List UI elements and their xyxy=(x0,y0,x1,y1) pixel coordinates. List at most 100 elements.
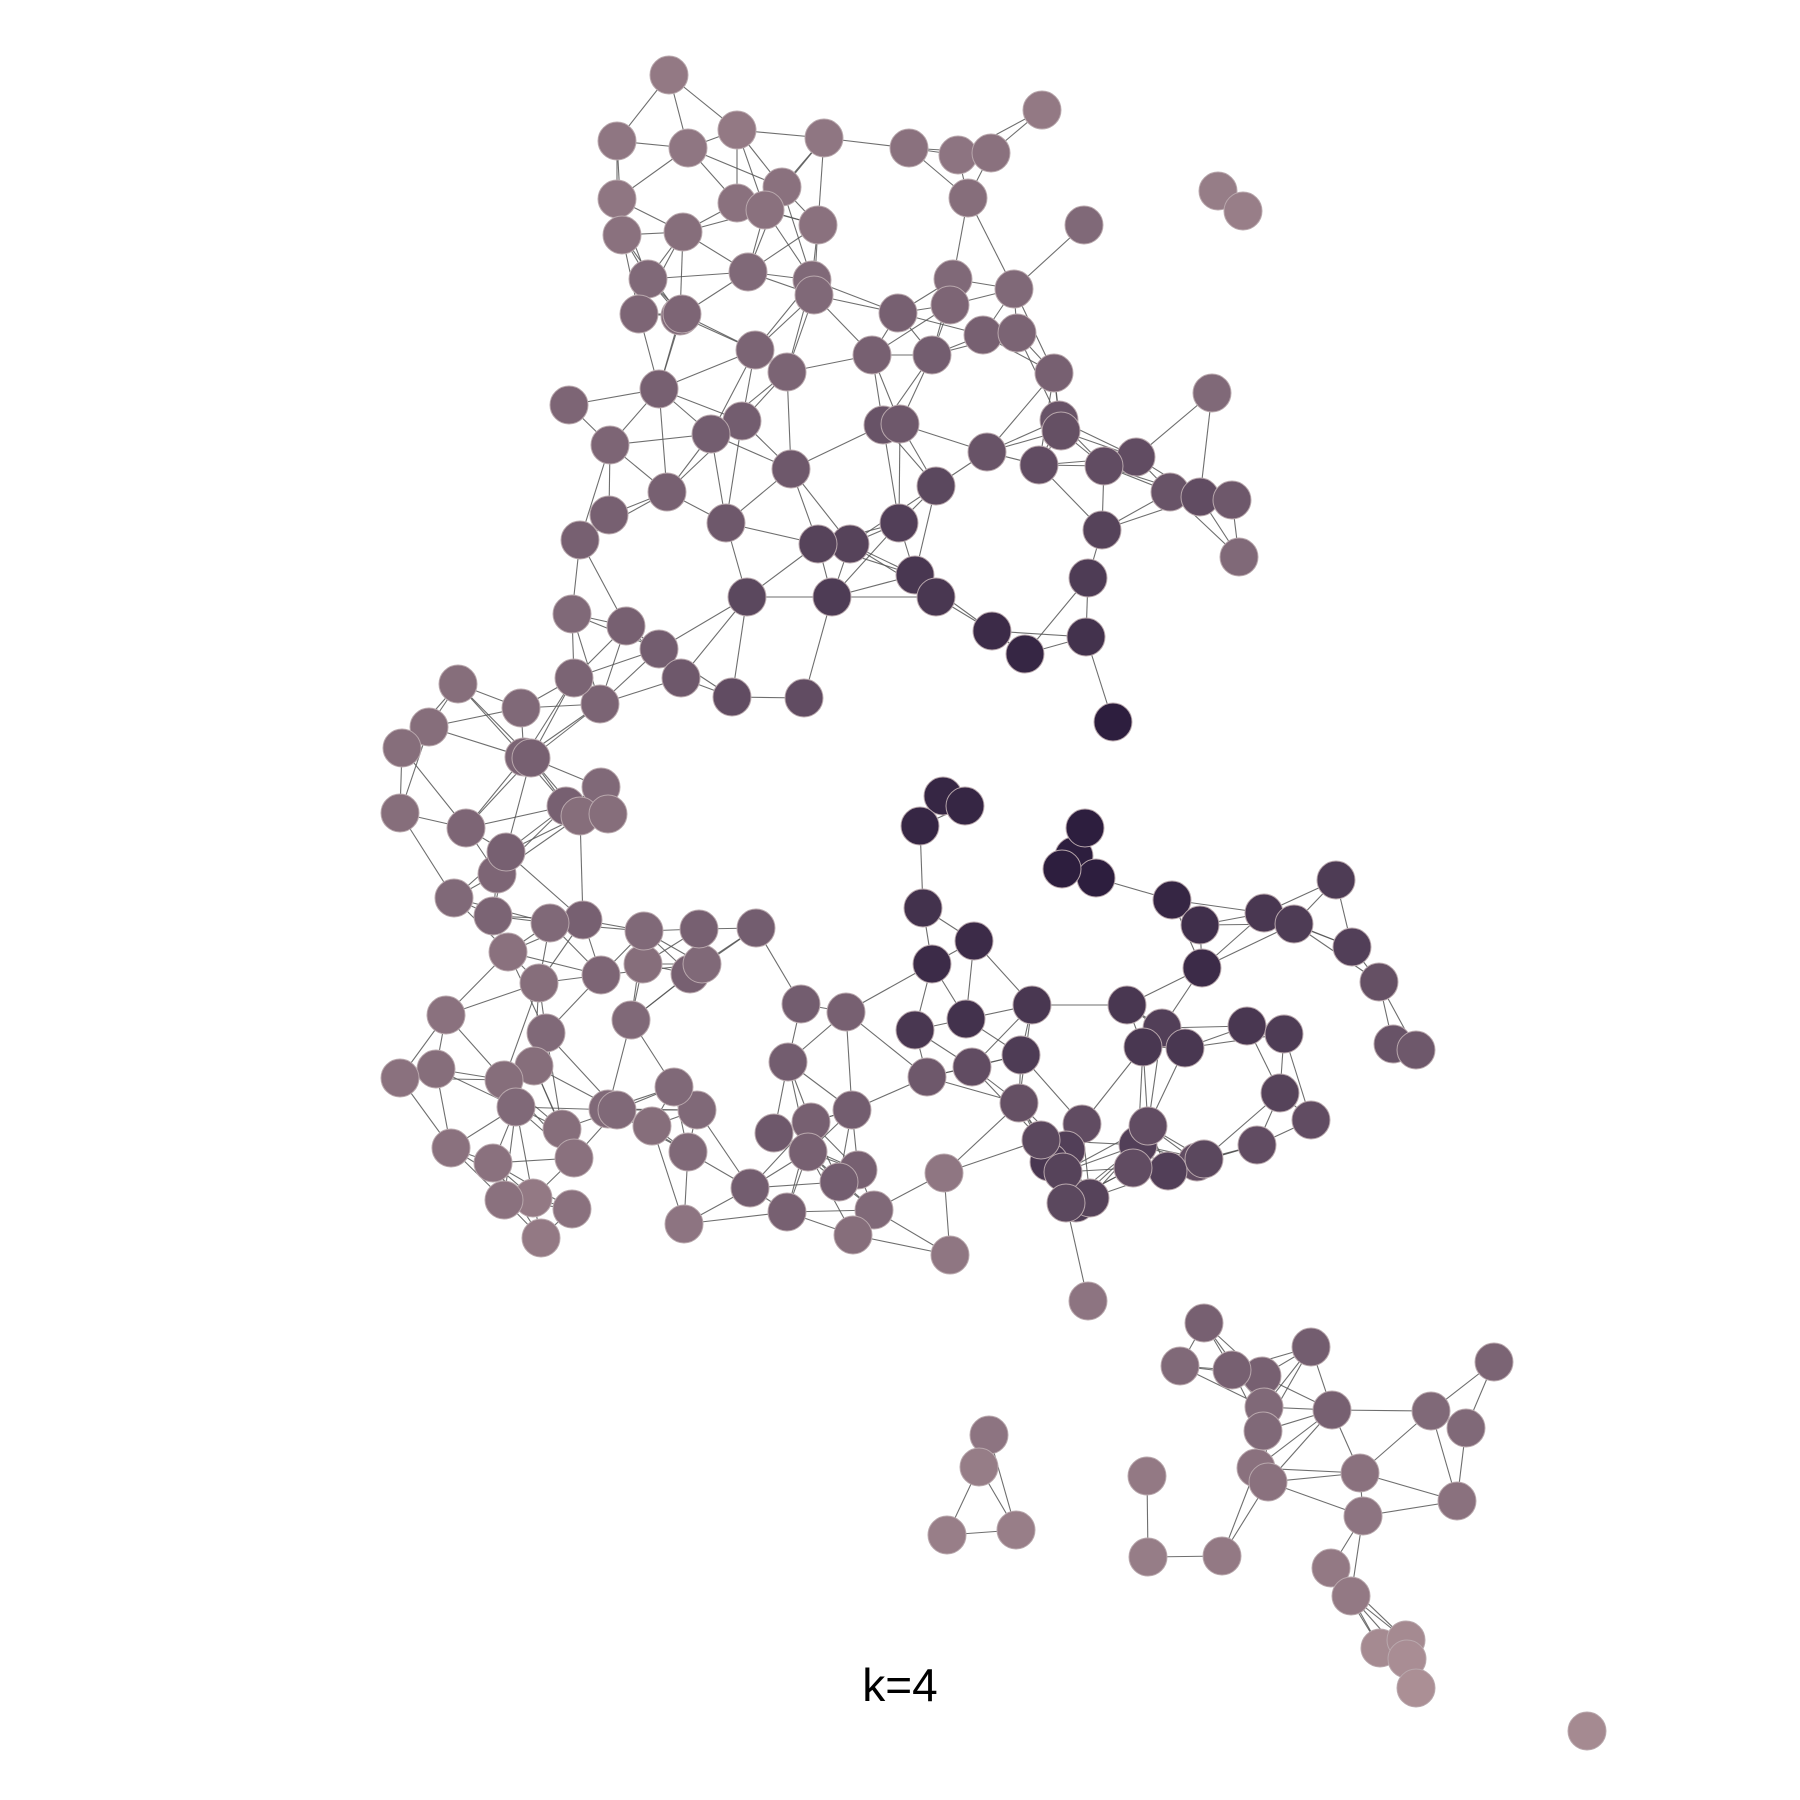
graph-node xyxy=(473,896,513,936)
graph-node xyxy=(1248,1462,1288,1502)
graph-node xyxy=(486,832,526,872)
graph-node xyxy=(959,1447,999,1487)
graph-node xyxy=(967,432,1007,472)
graph-node xyxy=(916,577,956,617)
graph-node xyxy=(649,55,689,95)
graph-node xyxy=(745,190,785,230)
graph-node xyxy=(606,606,646,646)
graph-node xyxy=(1165,1028,1205,1068)
graph-node xyxy=(1312,1390,1352,1430)
graph-node xyxy=(907,1057,947,1097)
graph-node xyxy=(1274,904,1314,944)
graph-node xyxy=(1093,702,1133,742)
graph-node xyxy=(945,786,985,826)
graph-node xyxy=(730,1168,770,1208)
graph-node xyxy=(691,414,731,454)
graph-node xyxy=(590,425,630,465)
graph-node xyxy=(1567,1711,1607,1751)
graph-node xyxy=(530,903,570,943)
graph-node xyxy=(661,658,701,698)
graph-node xyxy=(996,1510,1036,1550)
graph-node xyxy=(1041,411,1081,451)
graph-node xyxy=(812,577,852,617)
graph-node xyxy=(552,1189,592,1229)
graph-node xyxy=(1474,1342,1514,1382)
graph-node xyxy=(1243,1411,1283,1451)
graph-node xyxy=(735,330,775,370)
graph-node xyxy=(1260,1073,1300,1113)
graph-node xyxy=(963,315,1003,355)
graph-node xyxy=(654,1067,694,1107)
graph-node xyxy=(611,1000,651,1040)
graph-node xyxy=(526,1013,566,1053)
graph-node xyxy=(1068,558,1108,598)
graph-node xyxy=(1022,90,1062,130)
graph-node xyxy=(804,118,844,158)
graph-node xyxy=(488,932,528,972)
graph-node xyxy=(501,688,541,728)
graph-node xyxy=(484,1180,524,1220)
graph-node xyxy=(754,1113,794,1153)
graph-node xyxy=(1082,510,1122,550)
graph-node xyxy=(597,179,637,219)
graph-node xyxy=(416,1049,456,1089)
graph-node xyxy=(717,110,757,150)
graph-node xyxy=(624,911,664,951)
graph-caption: k=4 xyxy=(862,1659,938,1711)
graph-node xyxy=(1019,445,1059,485)
graph-node xyxy=(1148,1151,1188,1191)
graph-node xyxy=(1227,1006,1267,1046)
graph-node xyxy=(446,808,486,848)
graph-node xyxy=(580,684,620,724)
graph-node xyxy=(1237,1125,1277,1165)
graph-node xyxy=(1212,480,1252,520)
graph-node xyxy=(1219,537,1259,577)
graph-node xyxy=(895,1010,935,1050)
graph-node xyxy=(438,664,478,704)
graph-node xyxy=(431,1128,471,1168)
graph-node xyxy=(1311,1548,1351,1588)
graph-node xyxy=(1359,962,1399,1002)
graph-node xyxy=(826,992,866,1032)
graph-node xyxy=(1223,191,1263,231)
graph-node xyxy=(1127,1456,1167,1496)
graph-node xyxy=(1042,849,1082,889)
graph-node xyxy=(1184,1139,1224,1179)
graph-node xyxy=(1396,1668,1436,1708)
graph-node xyxy=(1182,948,1222,988)
graph-node xyxy=(954,921,994,961)
graph-node xyxy=(662,294,702,334)
graph-node xyxy=(930,285,970,325)
graph-node xyxy=(946,999,986,1039)
graph-node xyxy=(581,955,621,995)
graph-node xyxy=(1437,1481,1477,1521)
graph-node xyxy=(1005,634,1045,674)
graph-node xyxy=(1128,1537,1168,1577)
graph-node xyxy=(784,678,824,718)
graph-node xyxy=(554,1138,594,1178)
graph-node xyxy=(623,944,663,984)
graph-node xyxy=(1066,617,1106,657)
graph-node xyxy=(647,472,687,512)
graph-node xyxy=(798,524,838,564)
graph-node xyxy=(588,794,628,834)
graph-node xyxy=(1184,1303,1224,1343)
graph-node xyxy=(903,888,943,928)
graph-node xyxy=(1021,1120,1061,1160)
graph-node xyxy=(380,1058,420,1098)
graph-node xyxy=(727,577,767,617)
graph-node xyxy=(788,1132,828,1172)
graph-node xyxy=(819,1162,859,1202)
graph-node xyxy=(679,909,719,949)
graph-node xyxy=(930,1235,970,1275)
graph-node xyxy=(663,212,703,252)
graph-node xyxy=(380,793,420,833)
graph-node xyxy=(409,707,449,747)
graph-node xyxy=(1046,1183,1086,1223)
graph-node xyxy=(602,215,642,255)
graph-node xyxy=(632,1106,672,1146)
graph-node xyxy=(1152,880,1192,920)
graph-node xyxy=(767,1192,807,1232)
graph-node xyxy=(833,1215,873,1255)
graph-node xyxy=(426,995,466,1035)
